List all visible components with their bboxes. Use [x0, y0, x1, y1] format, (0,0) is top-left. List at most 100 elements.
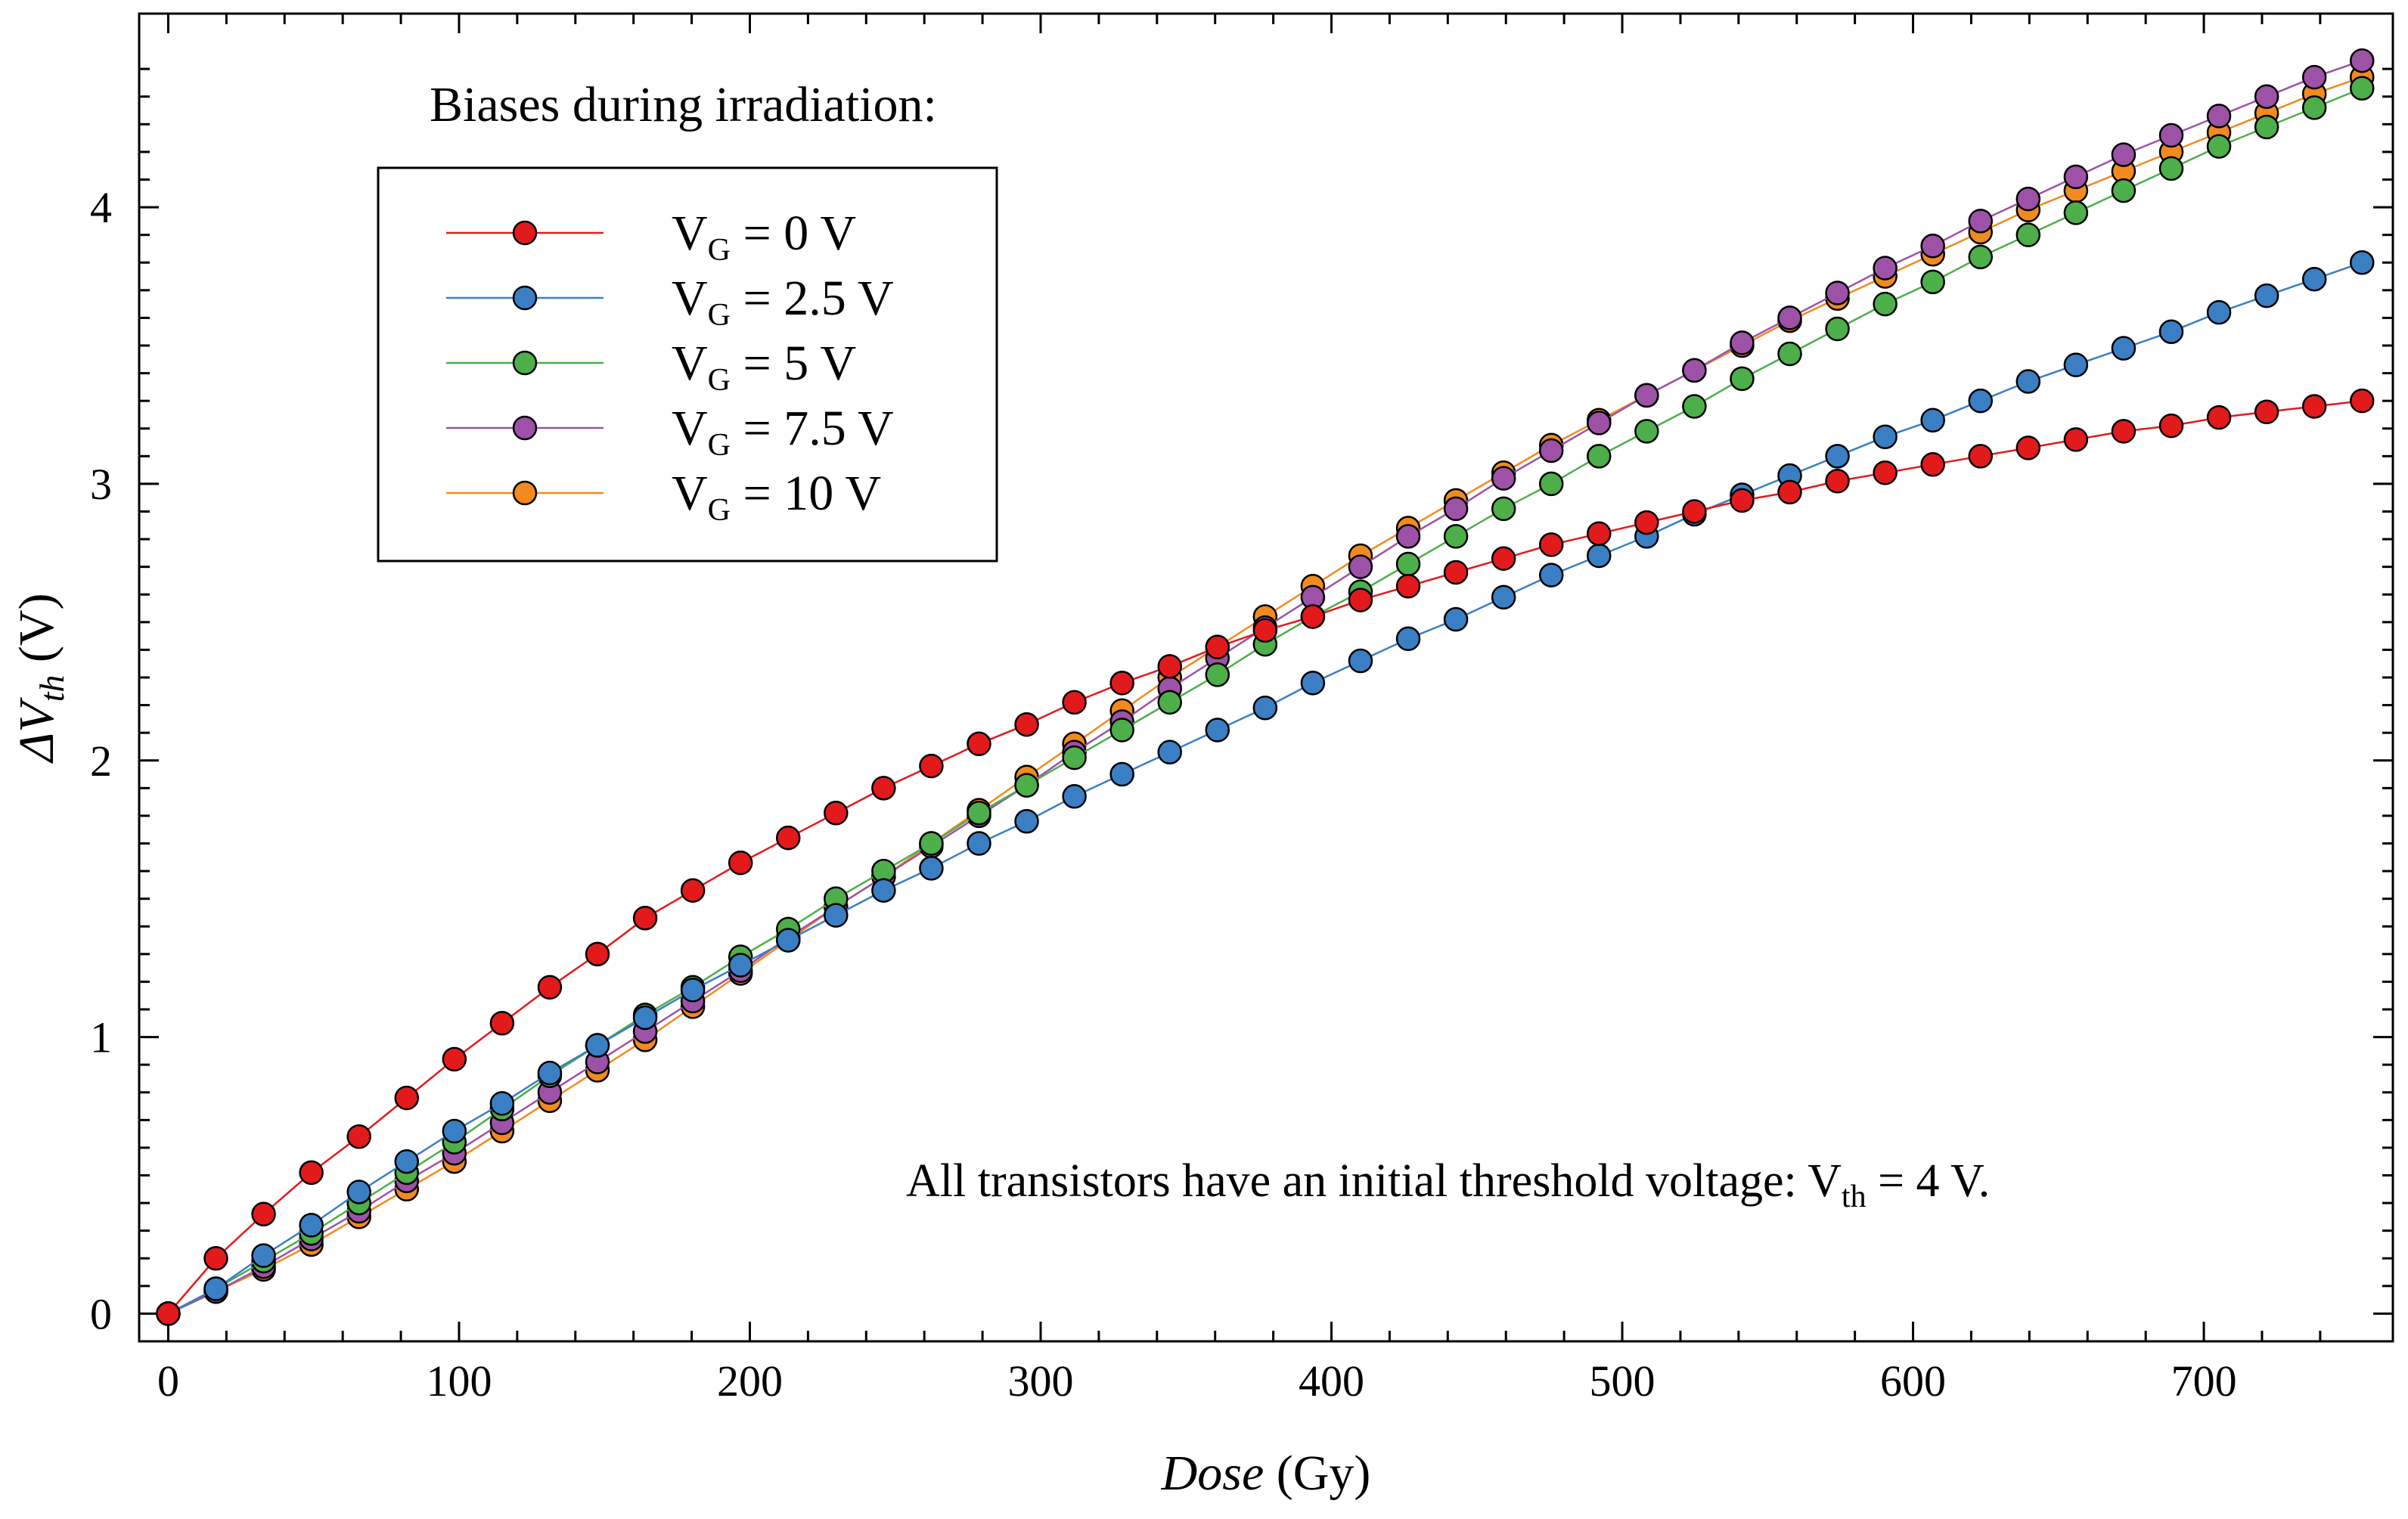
data-point [1587, 543, 1612, 569]
data-point [2111, 178, 2136, 203]
data-point [585, 941, 610, 967]
plot-frame [138, 12, 2394, 1343]
legend-title: Biases during irradiation: [430, 77, 937, 132]
data-point [1348, 587, 1373, 612]
data-point [824, 801, 849, 826]
data-point [203, 1276, 228, 1301]
data-point [1587, 411, 1612, 436]
data-point [775, 825, 801, 851]
data-point [585, 1033, 610, 1058]
data-point [1157, 690, 1182, 715]
data-point [2349, 48, 2375, 73]
data-point [2158, 122, 2184, 148]
data-point [394, 1149, 420, 1174]
data-point [2111, 142, 2136, 167]
data-point [1252, 618, 1278, 643]
data-point [775, 928, 801, 953]
data-point [299, 1160, 324, 1186]
data-point [1777, 479, 1802, 505]
data-point [1538, 563, 1564, 587]
data-point [2111, 336, 2136, 361]
series-group [156, 388, 2375, 1326]
data-point [489, 1091, 515, 1116]
data-point [1014, 773, 1039, 798]
data-point [1014, 711, 1039, 737]
y-tick-label: 4 [90, 183, 112, 232]
data-point [1157, 654, 1182, 679]
data-point [2158, 413, 2184, 439]
data-point [1252, 695, 1278, 721]
data-point [1634, 383, 1659, 408]
data-point [1443, 560, 1469, 585]
data-point [1395, 551, 1421, 577]
data-point [2254, 114, 2279, 140]
legend-marker [512, 220, 538, 246]
x-tick-label: 0 [157, 1356, 179, 1406]
data-point [2063, 427, 2089, 452]
data-point [251, 1201, 276, 1226]
data-point [346, 1124, 371, 1149]
legend-label: VG = 0 V [672, 206, 856, 268]
legend-marker [512, 480, 538, 506]
data-point [1538, 532, 1564, 557]
data-point [2015, 186, 2041, 212]
data-point [1968, 388, 1994, 414]
data-point [1491, 584, 1516, 610]
x-tick-label: 300 [1008, 1356, 1074, 1406]
data-point [1682, 394, 1707, 419]
data-point [1920, 452, 1945, 477]
data-point [919, 831, 944, 856]
data-point [1443, 524, 1469, 549]
data-point [728, 850, 753, 876]
legend-label: VG = 7.5 V [672, 401, 894, 463]
x-tick-label: 600 [1880, 1356, 1946, 1406]
y-tick-label: 1 [90, 1013, 112, 1062]
data-point [728, 953, 753, 978]
data-point [2015, 369, 2041, 394]
data-point [2206, 104, 2232, 129]
data-point [1109, 718, 1134, 742]
data-point [1825, 444, 1850, 469]
data-point [1587, 521, 1612, 547]
data-point [1873, 291, 1898, 317]
data-point [1491, 546, 1516, 571]
data-point [1348, 554, 1373, 579]
data-point [1157, 739, 1182, 765]
data-point [1300, 671, 1326, 696]
data-point [489, 1011, 515, 1036]
data-point [1634, 510, 1659, 535]
data-point [1682, 499, 1707, 524]
data-point [537, 1060, 563, 1086]
data-point [1825, 281, 1850, 305]
data-point [1730, 330, 1755, 355]
data-point [1062, 745, 1087, 770]
x-tick-label: 200 [717, 1356, 783, 1406]
y-axis-title: ΔVth (V) [9, 594, 71, 764]
data-point [1730, 366, 1755, 392]
data-point [1443, 496, 1469, 522]
data-point [2301, 266, 2327, 292]
data-point [442, 1046, 467, 1072]
data-point [2349, 388, 2375, 414]
data-point [346, 1180, 371, 1204]
data-point [203, 1246, 228, 1271]
data-point [1968, 209, 1994, 234]
legend-marker [512, 350, 538, 376]
data-point [632, 1005, 658, 1031]
data-point [2111, 419, 2136, 444]
series-layer [156, 48, 2375, 1326]
data-point [1348, 648, 1373, 674]
data-point [1205, 634, 1230, 660]
legend-entries: VG = 0 VVG = 2.5 VVG = 5 VVG = 7.5 VVG =… [446, 206, 894, 528]
data-point [1873, 424, 1898, 449]
data-point [1873, 460, 1898, 485]
data-point [394, 1085, 420, 1111]
data-point [1920, 269, 1945, 295]
data-point [1395, 574, 1421, 599]
data-point [1014, 808, 1039, 834]
data-point [1205, 718, 1230, 742]
data-point [1491, 496, 1516, 522]
data-point [251, 1243, 276, 1268]
legend-label: VG = 5 V [672, 336, 856, 398]
